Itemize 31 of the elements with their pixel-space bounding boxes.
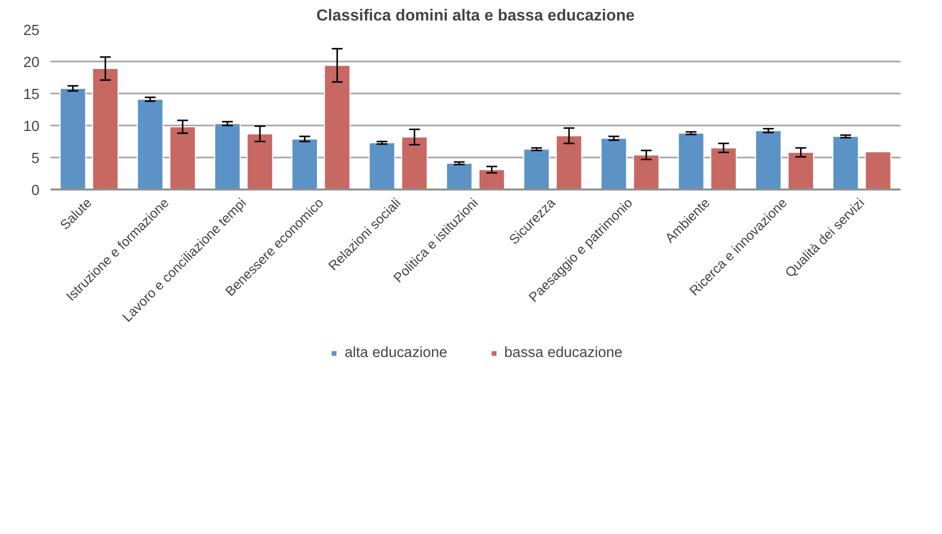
bar — [755, 130, 782, 190]
bar — [864, 151, 892, 190]
bar — [368, 142, 396, 190]
bar — [169, 126, 196, 190]
bar — [678, 132, 704, 190]
bar — [246, 133, 274, 190]
y-tick-label: 25 — [23, 23, 40, 39]
bar — [523, 148, 550, 190]
bar — [92, 68, 119, 190]
bar — [136, 98, 164, 190]
bar — [710, 147, 737, 190]
bar — [291, 138, 318, 190]
bar — [401, 136, 428, 190]
y-tick-label: 20 — [23, 55, 40, 71]
bar — [214, 123, 241, 190]
y-tick-label: 0 — [31, 183, 40, 199]
y-tick-label: 15 — [23, 87, 40, 103]
bar — [556, 135, 582, 190]
bar — [600, 138, 628, 190]
bar — [478, 169, 505, 190]
bar — [633, 154, 660, 190]
legend-label: alta educazione — [344, 345, 448, 361]
bar — [832, 136, 859, 190]
legend-label: bassa educazione — [504, 345, 622, 361]
y-tick-label: 5 — [31, 151, 40, 167]
y-tick-label: 10 — [23, 119, 40, 135]
bar — [788, 152, 814, 190]
bar — [60, 88, 86, 190]
bar — [324, 64, 350, 190]
bar — [446, 162, 473, 190]
chart-title: Classifica domini alta e bassa educazione — [316, 8, 635, 24]
